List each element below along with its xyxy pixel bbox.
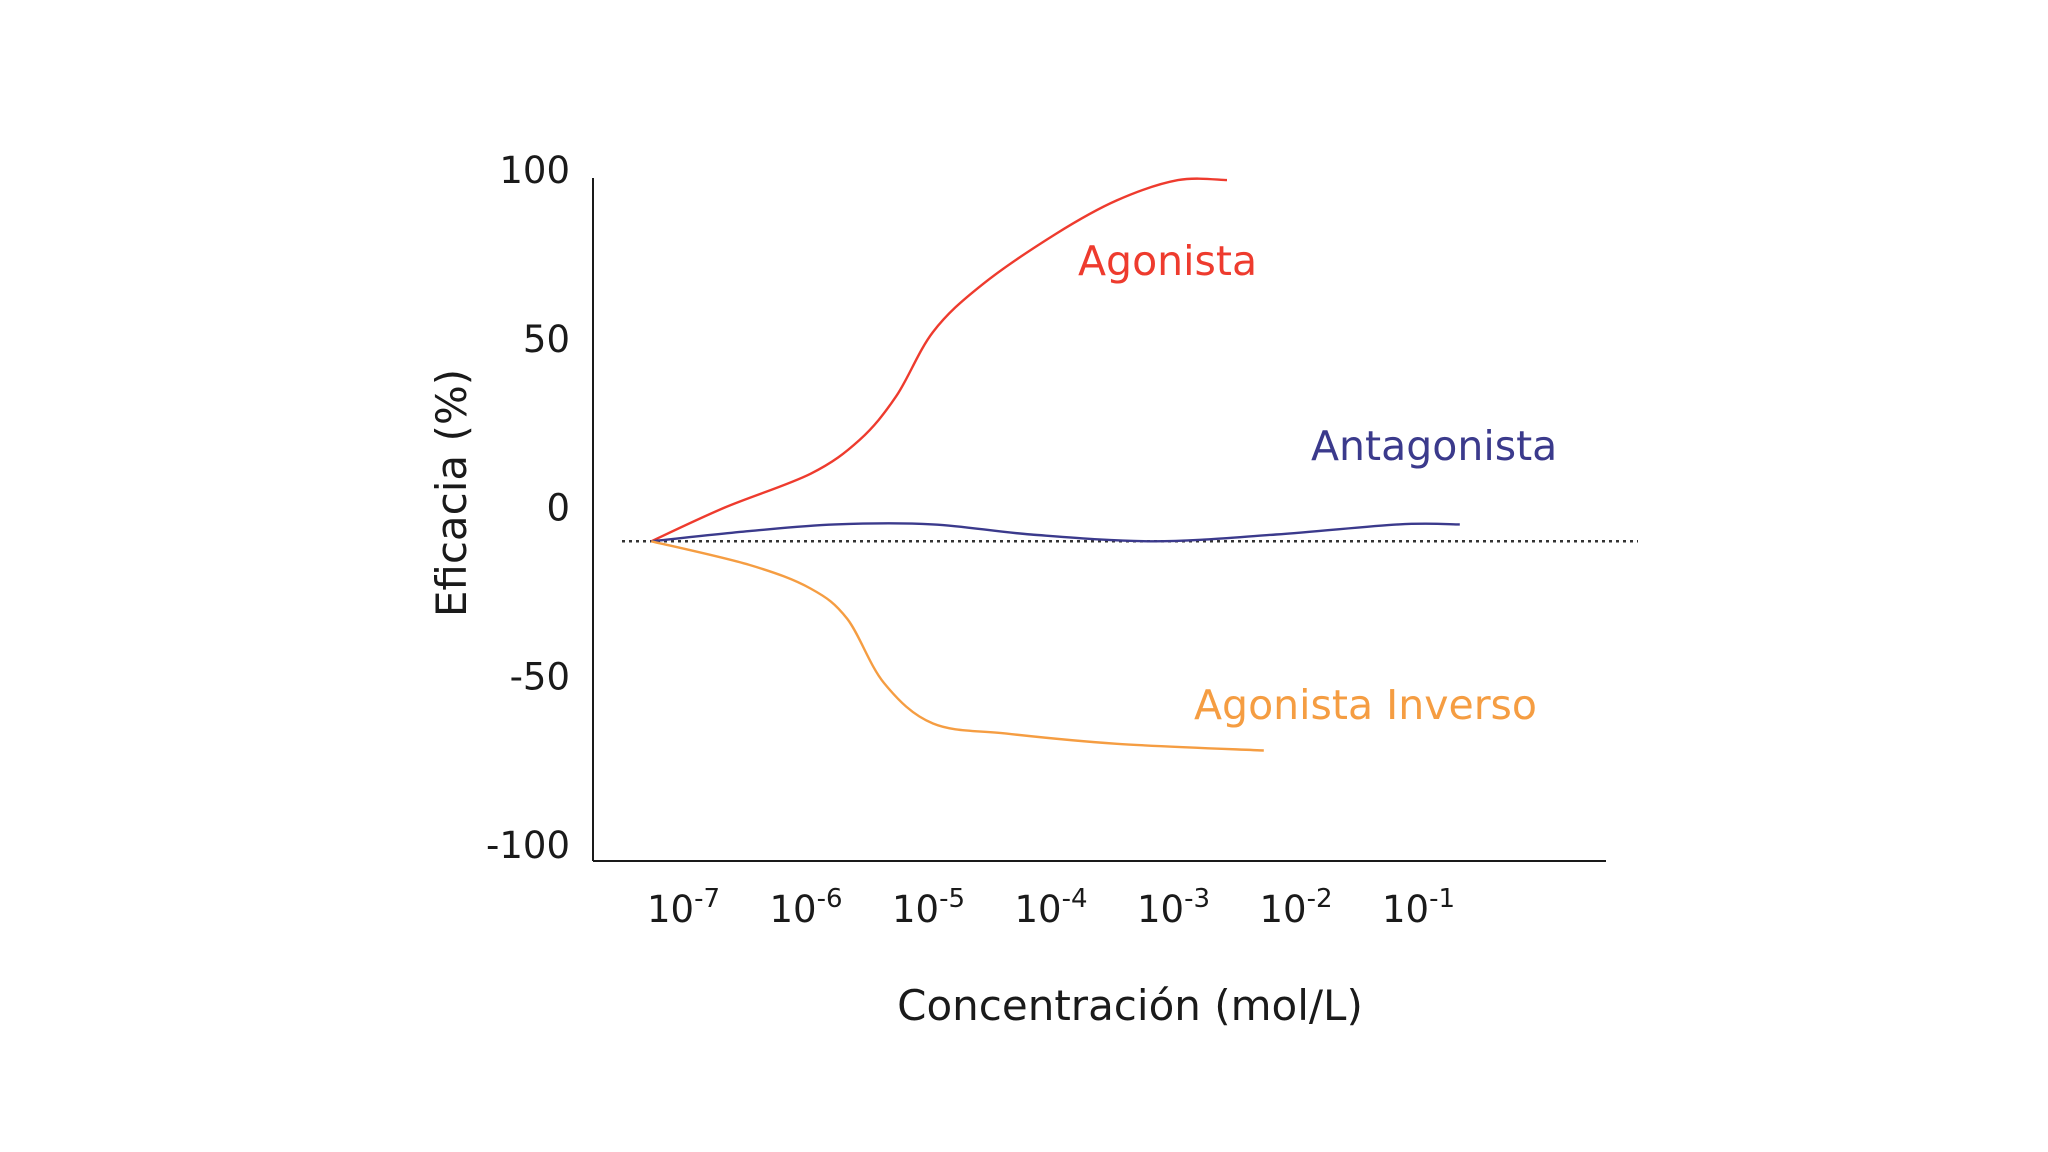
x-tick-label: 10-6 bbox=[770, 884, 843, 931]
y-tick-label: 100 bbox=[499, 149, 570, 192]
x-tick-base: 10 bbox=[1137, 888, 1184, 931]
x-tick-label: 10-7 bbox=[647, 884, 720, 931]
x-tick-base: 10 bbox=[1015, 888, 1062, 931]
x-tick-base: 10 bbox=[770, 888, 817, 931]
x-tick-label: 10-2 bbox=[1260, 884, 1333, 931]
x-tick-exponent: -7 bbox=[694, 884, 720, 914]
series-layer bbox=[622, 177, 1638, 752]
x-tick-label: 10-5 bbox=[892, 884, 965, 931]
agonista-label: Agonista bbox=[1078, 237, 1257, 285]
agonista-inverso-curve bbox=[651, 540, 1264, 752]
x-tick-base: 10 bbox=[1382, 888, 1429, 931]
x-tick-base: 10 bbox=[1260, 888, 1307, 931]
x-tick-exponent: -6 bbox=[817, 884, 843, 914]
y-tick-label: -50 bbox=[510, 655, 570, 698]
x-tick-exponent: -1 bbox=[1429, 884, 1455, 914]
agonista-inverso-label: Agonista Inverso bbox=[1194, 681, 1537, 729]
x-axis-title: Concentración (mol/L) bbox=[897, 981, 1363, 1030]
x-tick-exponent: -5 bbox=[939, 884, 965, 914]
x-tick-label: 10-4 bbox=[1015, 884, 1088, 931]
x-tick-base: 10 bbox=[892, 888, 939, 931]
x-tick-label: 10-3 bbox=[1137, 884, 1210, 931]
series-labels: Agonista Antagonista Agonista Inverso bbox=[1078, 237, 1557, 729]
x-tick-exponent: -4 bbox=[1062, 884, 1088, 914]
x-tick-exponent: -3 bbox=[1184, 884, 1210, 914]
y-tick-labels: 100 50 0 -50 -100 bbox=[486, 149, 570, 867]
agonista-curve bbox=[650, 177, 1228, 543]
y-tick-label: -100 bbox=[486, 824, 570, 867]
x-tick-base: 10 bbox=[647, 888, 694, 931]
antagonista-label: Antagonista bbox=[1311, 422, 1557, 470]
y-tick-label: 50 bbox=[523, 318, 570, 361]
x-tick-labels: 10-7 10-6 10-5 10-4 10-3 10-2 10-1 bbox=[647, 884, 1455, 931]
y-tick-label: 0 bbox=[546, 487, 570, 530]
x-tick-exponent: -2 bbox=[1307, 884, 1333, 914]
antagonista-curve bbox=[651, 522, 1460, 543]
x-tick-label: 10-1 bbox=[1382, 884, 1455, 931]
y-axis-title: Eficacia (%) bbox=[427, 369, 476, 617]
